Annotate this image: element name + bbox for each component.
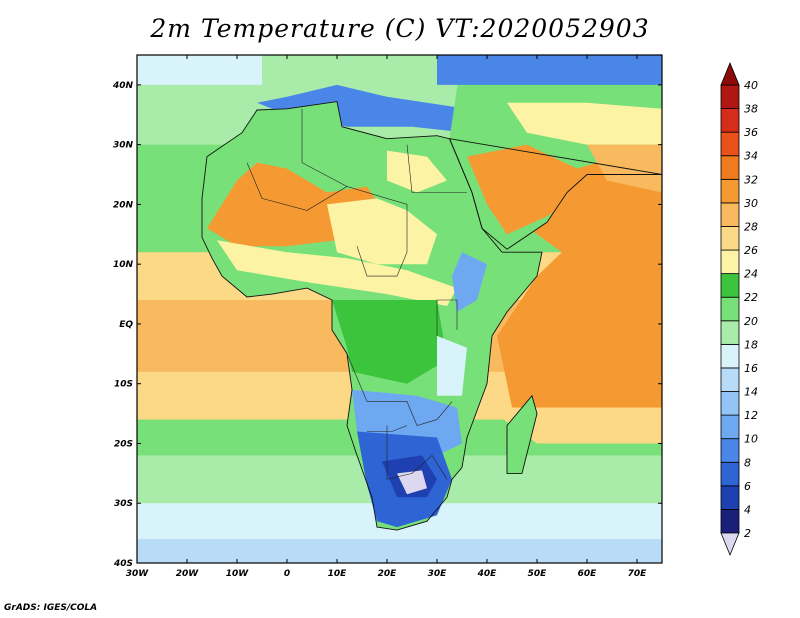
- colorbar-max-arrow: [720, 61, 740, 86]
- lon-label: 10E: [328, 569, 348, 579]
- east-african-plateau: [437, 335, 467, 396]
- colorbar-label: 14: [744, 386, 758, 399]
- mediterranean-sea: [257, 84, 467, 133]
- colorbar-label: 6: [744, 480, 751, 493]
- credit-label: GrADS: IGES/COLA: [4, 603, 98, 613]
- colorbar-segment: [720, 108, 740, 133]
- axes: 30W 20W 10W 0 10E 20E 30E 40E 50E 60E 70E 40N 30N 20N…: [112, 55, 662, 579]
- colorbar-segment: [720, 273, 740, 298]
- ethiopian-highlands: [452, 252, 487, 312]
- country-border-0: [246, 162, 408, 277]
- colorbar-label: 20: [744, 315, 758, 328]
- lon-label: 30E: [428, 569, 448, 579]
- country-border-6: [367, 425, 408, 432]
- colorbar-segment: [720, 155, 740, 180]
- country-border-3: [346, 353, 453, 426]
- colorbar-segment: [720, 226, 740, 251]
- country-border-1: [301, 108, 348, 187]
- colorbar-segment: [720, 461, 740, 487]
- map-frame: [136, 54, 663, 564]
- coastlines: [201, 101, 662, 531]
- colorbar-segment: [720, 391, 740, 416]
- lat-label: 10S: [114, 380, 133, 390]
- colorbar-label: 40: [744, 79, 758, 92]
- congo-basin: [332, 300, 447, 384]
- colorbar-segment: [720, 178, 740, 204]
- colorbar-label: 4: [744, 503, 751, 516]
- lon-label: 40E: [477, 569, 498, 579]
- colorbar-label: 2: [744, 527, 751, 540]
- country-border-4: [386, 425, 448, 480]
- colorbar-segment: [720, 438, 740, 463]
- lon-label: 10W: [226, 569, 250, 579]
- ocean-band-8: [137, 539, 662, 563]
- map-title: 2m Temperature (C) VT:2020052903: [150, 14, 650, 43]
- colorbar-label: 30: [744, 197, 758, 210]
- colorbar-label: 18: [744, 338, 758, 351]
- colorbar-segment: [720, 414, 740, 440]
- colorbar-segment: [720, 367, 740, 392]
- colorbar-label: 24: [744, 268, 758, 281]
- colorbar-label: 38: [744, 103, 758, 116]
- lat-label: 40N: [112, 81, 134, 91]
- africa-coastline: [201, 101, 543, 531]
- colorbar-segment: [720, 249, 740, 275]
- lat-label: 30S: [114, 499, 133, 509]
- arabia-coastline: [448, 138, 662, 250]
- colorbar-segment: [720, 202, 740, 227]
- libyan-desert: [387, 150, 447, 193]
- colorbar-label: 28: [744, 220, 758, 233]
- lat-label: EQ: [119, 320, 133, 330]
- lon-label: 20W: [176, 569, 200, 579]
- lat-label: 20N: [113, 200, 134, 210]
- colorbar-min-arrow: [720, 532, 740, 557]
- colorbar-segment: [720, 509, 740, 534]
- northern-cold: [437, 55, 662, 85]
- lat-label: 40S: [113, 559, 133, 569]
- colorbar-segment: [720, 485, 740, 510]
- colorbar-segment: [720, 84, 740, 109]
- lon-label: 20E: [378, 569, 398, 579]
- colorbar-label: 32: [744, 173, 758, 186]
- sahel-warm: [327, 198, 437, 265]
- indian-ocean-warm: [487, 174, 662, 408]
- madagascar-coastline: [506, 394, 538, 474]
- colorbar-segment: [720, 296, 740, 322]
- lon-label: 50E: [528, 569, 548, 579]
- lon-label: 60E: [578, 569, 598, 579]
- lat-label: 30N: [113, 141, 134, 151]
- north-atlantic-cool: [137, 55, 262, 85]
- country-border-2: [406, 144, 467, 193]
- colorbar-label: 34: [744, 150, 758, 163]
- colorbar-segment: [720, 343, 740, 369]
- colorbar-label: 12: [744, 409, 758, 422]
- colorbar-label: 22: [744, 291, 758, 304]
- highveld-coldest: [397, 470, 427, 495]
- madagascar: [507, 395, 537, 474]
- colorbar-segment: [720, 320, 740, 345]
- colorbar-label: 8: [744, 456, 751, 469]
- lat-label: 10N: [113, 260, 134, 270]
- lon-label: 70E: [628, 569, 648, 579]
- lon-label: 0: [284, 569, 290, 579]
- iran-warm: [507, 102, 662, 145]
- lon-label: 30W: [126, 569, 150, 579]
- colorbar-label: 16: [744, 362, 758, 375]
- temperature-field: [137, 55, 662, 563]
- colorbar-segment: [720, 131, 740, 157]
- colorbar-label: 36: [744, 126, 758, 139]
- lat-label: 20S: [114, 439, 133, 449]
- colorbar-label: 26: [744, 244, 758, 257]
- country-border-5: [436, 299, 458, 336]
- colorbar-label: 10: [744, 433, 758, 446]
- sahel-band: [217, 240, 457, 306]
